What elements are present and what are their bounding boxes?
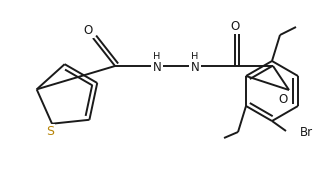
Text: O: O xyxy=(278,93,288,105)
Text: O: O xyxy=(83,24,93,36)
Text: H: H xyxy=(191,52,199,62)
Text: O: O xyxy=(230,19,240,33)
Text: H: H xyxy=(153,52,161,62)
Text: Br: Br xyxy=(300,126,313,140)
Text: N: N xyxy=(153,61,161,74)
Text: N: N xyxy=(191,61,200,74)
Text: S: S xyxy=(46,125,54,138)
